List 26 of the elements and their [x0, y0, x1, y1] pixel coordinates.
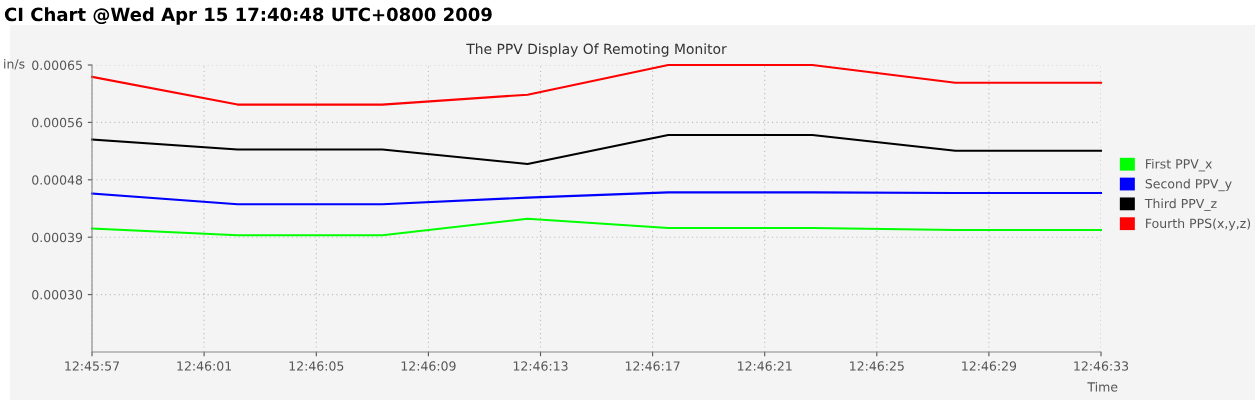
y-tick-label: 0.00039 — [32, 232, 83, 243]
x-tick-label: 12:46:29 — [962, 361, 1017, 371]
line-series — [90, 133, 1103, 166]
legend-label: Fourth PPS(x,y,z) — [1146, 218, 1251, 231]
x-tick-label: 12:46:25 — [850, 361, 904, 371]
x-tick-label: 12:45:57 — [65, 361, 119, 371]
x-tick-label: 12:46:17 — [625, 361, 680, 371]
x-tick-label: 12:46:01 — [177, 361, 232, 371]
x-tick-label: 12:46:13 — [513, 361, 568, 371]
line-series — [90, 191, 1103, 206]
y-axis-title: in/s — [4, 58, 25, 70]
x-tick-label: 12:46:09 — [401, 361, 456, 371]
x-tick-label: 12:46:05 — [289, 361, 344, 371]
legend-label: Third PPV_z — [1144, 198, 1217, 212]
legend-label: First PPV_x — [1146, 158, 1212, 172]
x-axis-title: Time — [1087, 381, 1118, 392]
line-series — [90, 217, 1103, 237]
y-tick-label: 0.00065 — [32, 60, 82, 70]
chart-subtitle: The PPV Display Of Remoting Monitor — [466, 43, 727, 57]
x-tick-label: 12:46:21 — [738, 361, 792, 371]
y-tick-label: 0.00048 — [32, 175, 83, 185]
x-tick-label: 12:46:33 — [1074, 361, 1129, 371]
legend-label: Second PPV_y — [1145, 178, 1232, 192]
y-tick-label: 0.00030 — [32, 290, 83, 300]
y-tick-label: 0.00056 — [32, 117, 83, 128]
chart-title: CI Chart @Wed Apr 15 17:40:48 UTC+0800 2009 — [4, 7, 492, 25]
